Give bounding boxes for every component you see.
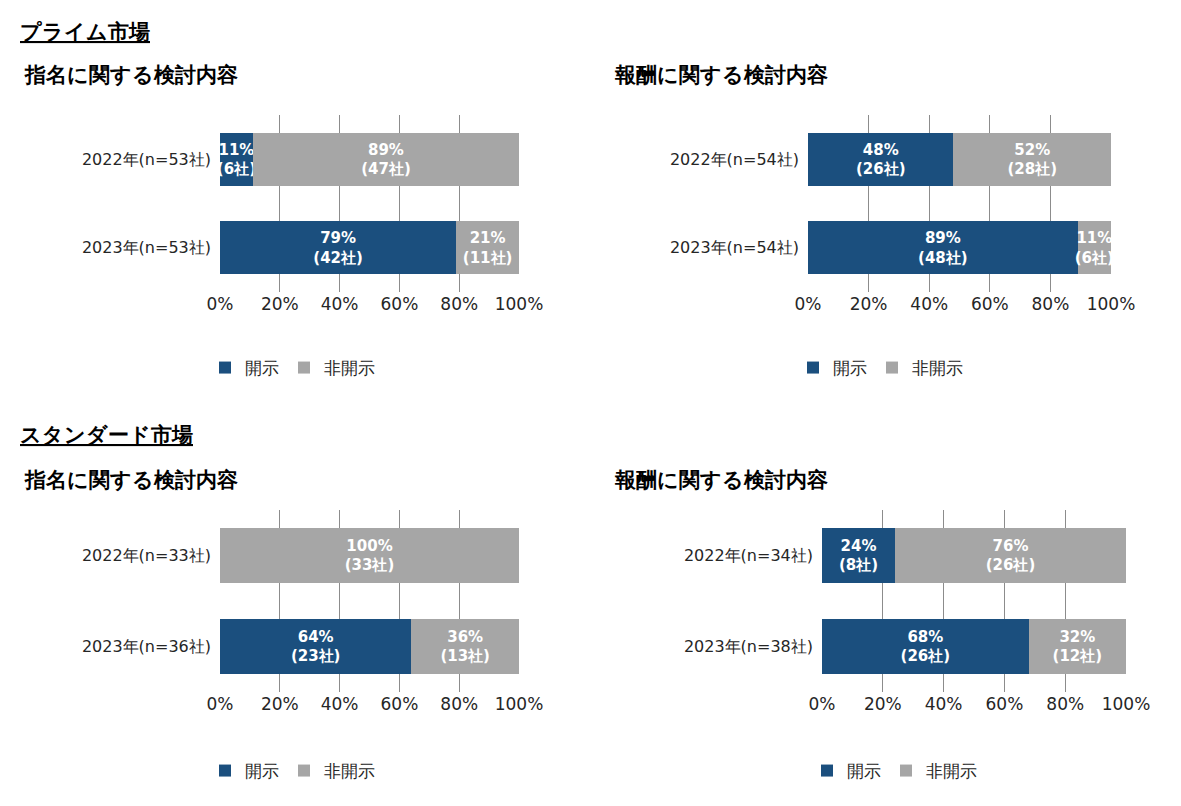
- svg-text:40%: 40%: [321, 294, 359, 314]
- svg-text:指名に関する検討内容: 指名に関する検討内容: [24, 468, 238, 492]
- svg-text:2022年(n=53社): 2022年(n=53社): [82, 150, 211, 169]
- svg-text:100%: 100%: [495, 294, 544, 314]
- svg-text:40%: 40%: [910, 294, 948, 314]
- svg-text:2022年(n=34社): 2022年(n=34社): [684, 546, 813, 565]
- svg-text:2023年(n=53社): 2023年(n=53社): [82, 238, 211, 257]
- svg-text:80%: 80%: [1046, 694, 1084, 714]
- svg-text:60%: 60%: [381, 294, 419, 314]
- svg-text:開示: 開示: [833, 358, 867, 378]
- svg-text:2023年(n=54社): 2023年(n=54社): [670, 238, 799, 257]
- svg-text:2023年(n=36社): 2023年(n=36社): [82, 637, 211, 656]
- svg-text:20%: 20%: [261, 294, 299, 314]
- svg-text:60%: 60%: [986, 694, 1024, 714]
- svg-text:60%: 60%: [971, 294, 1009, 314]
- svg-text:60%: 60%: [381, 694, 419, 714]
- svg-text:40%: 40%: [925, 694, 963, 714]
- svg-text:79%(42社): 79%(42社): [313, 229, 363, 267]
- svg-text:2022年(n=33社): 2022年(n=33社): [82, 546, 211, 565]
- svg-text:89%(47社): 89%(47社): [361, 141, 411, 179]
- svg-text:36%(13社): 36%(13社): [440, 628, 490, 666]
- svg-text:開示: 開示: [245, 358, 279, 378]
- svg-text:80%: 80%: [1032, 294, 1070, 314]
- svg-text:52%(28社): 52%(28社): [1007, 141, 1057, 179]
- svg-text:89%(48社): 89%(48社): [918, 229, 968, 267]
- svg-text:20%: 20%: [850, 294, 888, 314]
- svg-text:32%(12社): 32%(12社): [1053, 628, 1103, 666]
- svg-text:40%: 40%: [321, 694, 359, 714]
- svg-text:非開示: 非開示: [912, 358, 963, 378]
- svg-text:80%: 80%: [440, 694, 478, 714]
- svg-text:76%(26社): 76%(26社): [986, 537, 1036, 575]
- svg-text:プライム市場: プライム市場: [20, 20, 150, 44]
- svg-text:100%: 100%: [1087, 294, 1136, 314]
- svg-text:開示: 開示: [847, 761, 881, 781]
- svg-text:21%(11社): 21%(11社): [463, 229, 513, 267]
- svg-text:20%: 20%: [261, 694, 299, 714]
- svg-text:20%: 20%: [864, 694, 902, 714]
- svg-text:報酬に関する検討内容: 報酬に関する検討内容: [614, 63, 828, 87]
- svg-text:68%(26社): 68%(26社): [901, 628, 951, 666]
- svg-text:11%(6社): 11%(6社): [1075, 229, 1114, 267]
- svg-text:48%(26社): 48%(26社): [856, 141, 906, 179]
- svg-text:100%: 100%: [495, 694, 544, 714]
- svg-text:64%(23社): 64%(23社): [291, 628, 341, 666]
- svg-text:80%: 80%: [440, 294, 478, 314]
- svg-text:非開示: 非開示: [324, 761, 375, 781]
- svg-text:非開示: 非開示: [324, 358, 375, 378]
- svg-text:開示: 開示: [245, 761, 279, 781]
- svg-text:非開示: 非開示: [926, 761, 977, 781]
- svg-text:2022年(n=54社): 2022年(n=54社): [670, 150, 799, 169]
- svg-text:11%(6社): 11%(6社): [217, 141, 256, 179]
- svg-text:0%: 0%: [795, 294, 822, 314]
- svg-text:24%(8社): 24%(8社): [839, 537, 878, 575]
- svg-text:スタンダード市場: スタンダード市場: [20, 423, 193, 447]
- svg-text:0%: 0%: [207, 694, 234, 714]
- svg-text:100%(33社): 100%(33社): [345, 537, 395, 575]
- svg-text:報酬に関する検討内容: 報酬に関する検討内容: [614, 468, 828, 492]
- svg-text:100%: 100%: [1102, 694, 1151, 714]
- svg-text:0%: 0%: [809, 694, 836, 714]
- svg-text:2023年(n=38社): 2023年(n=38社): [684, 637, 813, 656]
- svg-text:0%: 0%: [207, 294, 234, 314]
- svg-text:指名に関する検討内容: 指名に関する検討内容: [24, 63, 238, 87]
